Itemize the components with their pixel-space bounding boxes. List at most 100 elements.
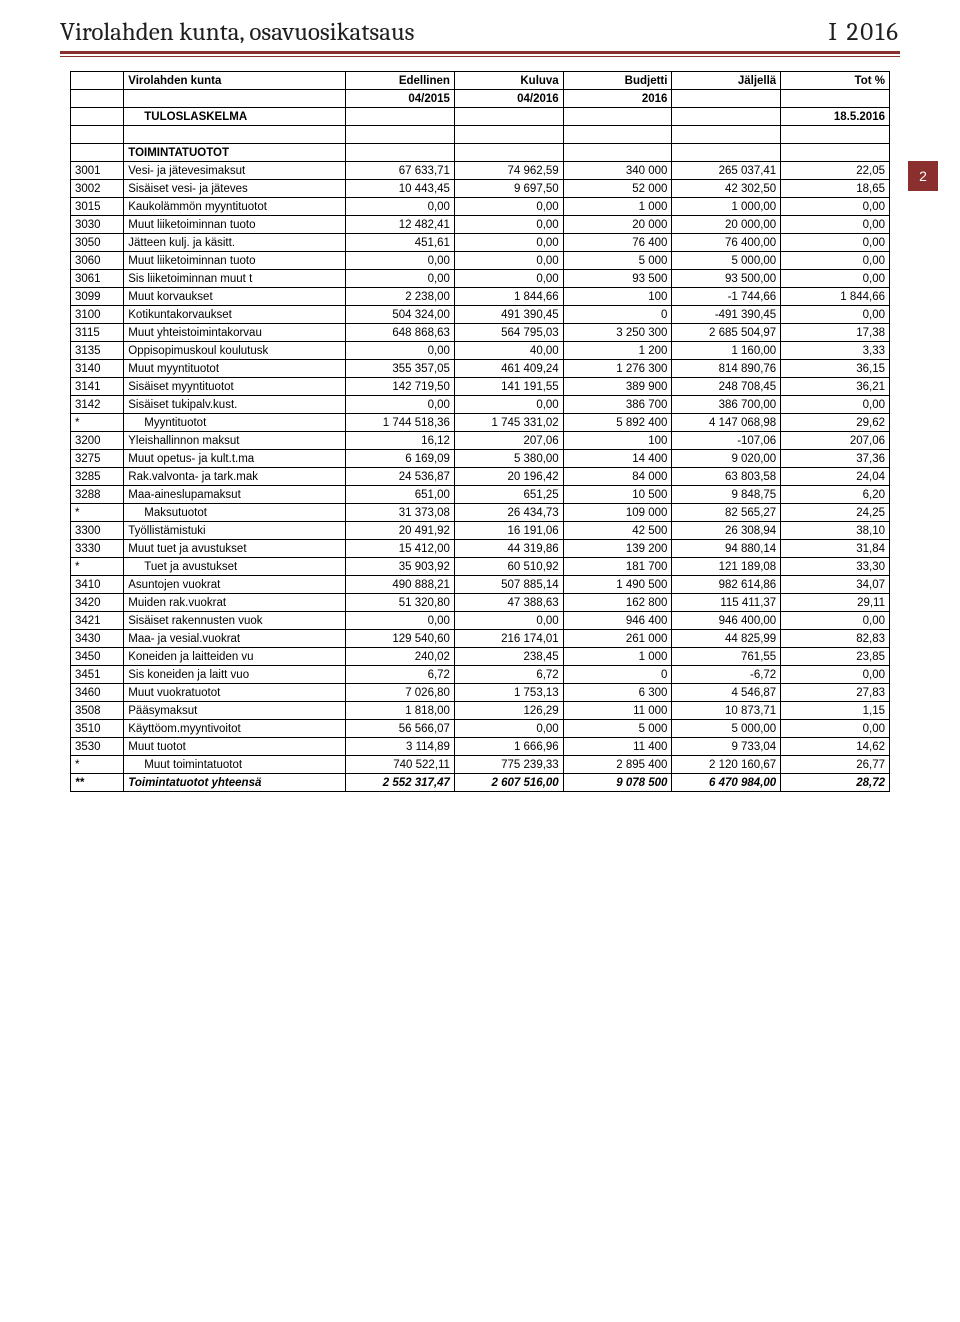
page-number-badge: 2 [908, 161, 938, 191]
row-value: 2 895 400 [563, 756, 672, 774]
table-row: 3430Maa- ja vesial.vuokrat129 540,60216 … [71, 630, 890, 648]
header-title-left: Virolahden kunta, osavuosikatsaus [60, 18, 828, 47]
row-code: 3285 [71, 468, 124, 486]
row-value: 34,07 [781, 576, 890, 594]
row-value: 17,38 [781, 324, 890, 342]
row-code: 3050 [71, 234, 124, 252]
row-value: 1 745 331,02 [454, 414, 563, 432]
row-value: 26 308,94 [672, 522, 781, 540]
col-jaljella: Jäljellä [672, 72, 781, 90]
row-value: 0,00 [781, 612, 890, 630]
row-desc: Sisäiset tukipalv.kust. [124, 396, 346, 414]
table-row: *Myyntituotot1 744 518,361 745 331,025 8… [71, 414, 890, 432]
row-desc: Työllistämistuki [124, 522, 346, 540]
row-desc: Toimintatuotot yhteensä [124, 774, 346, 792]
row-value: 42 302,50 [672, 180, 781, 198]
table-row: *Maksutuotot31 373,0826 434,73109 00082 … [71, 504, 890, 522]
row-desc: Sisäiset vesi- ja jäteves [124, 180, 346, 198]
table-row: 3330Muut tuet ja avustukset15 412,0044 3… [71, 540, 890, 558]
row-value: 18,65 [781, 180, 890, 198]
row-value: 10 443,45 [346, 180, 455, 198]
row-value: 0,00 [781, 234, 890, 252]
row-value: 651,25 [454, 486, 563, 504]
row-desc: Muut vuokratuotot [124, 684, 346, 702]
row-desc: Oppisopimuskoul koulutusk [124, 342, 346, 360]
row-code: 3061 [71, 270, 124, 288]
row-value: 44 319,86 [454, 540, 563, 558]
table-row: **Toimintatuotot yhteensä2 552 317,472 6… [71, 774, 890, 792]
row-code: 3410 [71, 576, 124, 594]
row-value: 27,83 [781, 684, 890, 702]
row-value: 0,00 [781, 198, 890, 216]
row-value: 100 [563, 288, 672, 306]
row-value: 2 607 516,00 [454, 774, 563, 792]
row-value: 340 000 [563, 162, 672, 180]
row-value: 36,21 [781, 378, 890, 396]
header-title-right: I 2016 [828, 18, 900, 47]
table-row: 3115Muut yhteistoimintakorvau648 868,635… [71, 324, 890, 342]
row-value: 0,00 [781, 270, 890, 288]
row-code: * [71, 414, 124, 432]
row-value: 47 388,63 [454, 594, 563, 612]
row-code: * [71, 558, 124, 576]
row-value: 504 324,00 [346, 306, 455, 324]
row-value: 5 000 [563, 720, 672, 738]
row-value: 1 276 300 [563, 360, 672, 378]
row-desc: Maksutuotot [124, 504, 346, 522]
row-value: 651,00 [346, 486, 455, 504]
row-value: 9 697,50 [454, 180, 563, 198]
row-value: 37,36 [781, 450, 890, 468]
row-value: 240,02 [346, 648, 455, 666]
row-value: 38,10 [781, 522, 890, 540]
report-label: TULOSLASKELMA [124, 108, 346, 126]
row-desc: Muut tuotot [124, 738, 346, 756]
row-value: 0,00 [346, 342, 455, 360]
row-value: 1 160,00 [672, 342, 781, 360]
table-row: 3275Muut opetus- ja kult.t.ma6 169,095 3… [71, 450, 890, 468]
row-value: 3,33 [781, 342, 890, 360]
row-value: 22,05 [781, 162, 890, 180]
row-value: 9 078 500 [563, 774, 672, 792]
col-kuluva: Kuluva [454, 72, 563, 90]
row-desc: Rak.valvonta- ja tark.mak [124, 468, 346, 486]
row-value: 0,00 [454, 396, 563, 414]
row-value: 20 196,42 [454, 468, 563, 486]
row-value: 1 818,00 [346, 702, 455, 720]
table-row: 3460Muut vuokratuotot7 026,801 753,136 3… [71, 684, 890, 702]
row-value: 1 000 [563, 648, 672, 666]
financial-table: Virolahden kunta Edellinen Kuluva Budjet… [70, 71, 890, 792]
row-value: 1 844,66 [781, 288, 890, 306]
row-value: 0,00 [346, 198, 455, 216]
row-code: 3450 [71, 648, 124, 666]
table-row: 3200Yleishallinnon maksut16,12207,06100-… [71, 432, 890, 450]
table-row: 3508Pääsymaksut1 818,00126,2911 00010 87… [71, 702, 890, 720]
row-value: 28,72 [781, 774, 890, 792]
row-value: 6,20 [781, 486, 890, 504]
table-row: 3002Sisäiset vesi- ja jäteves10 443,459 … [71, 180, 890, 198]
col-tot: Tot % [781, 72, 890, 90]
row-desc: Muut liiketoiminnan tuoto [124, 216, 346, 234]
row-value: 76 400,00 [672, 234, 781, 252]
row-code: 3430 [71, 630, 124, 648]
row-value: 142 719,50 [346, 378, 455, 396]
header-rule-thin [60, 56, 900, 57]
row-desc: Muut toimintatuotot [124, 756, 346, 774]
row-value: 20 000 [563, 216, 672, 234]
row-value: 16 191,06 [454, 522, 563, 540]
row-value: 0 [563, 306, 672, 324]
table-row: 3099Muut korvaukset2 238,001 844,66100-1… [71, 288, 890, 306]
row-value: 93 500 [563, 270, 672, 288]
row-value: 386 700,00 [672, 396, 781, 414]
row-value: 1 753,13 [454, 684, 563, 702]
row-desc: Muiden rak.vuokrat [124, 594, 346, 612]
row-value: 29,11 [781, 594, 890, 612]
table-row: 3410Asuntojen vuokrat490 888,21507 885,1… [71, 576, 890, 594]
row-value: 129 540,60 [346, 630, 455, 648]
row-value: 1 666,96 [454, 738, 563, 756]
row-value: 490 888,21 [346, 576, 455, 594]
row-value: 11 400 [563, 738, 672, 756]
row-value: 814 890,76 [672, 360, 781, 378]
row-code: 3510 [71, 720, 124, 738]
row-value: 35 903,92 [346, 558, 455, 576]
row-value: 5 892 400 [563, 414, 672, 432]
